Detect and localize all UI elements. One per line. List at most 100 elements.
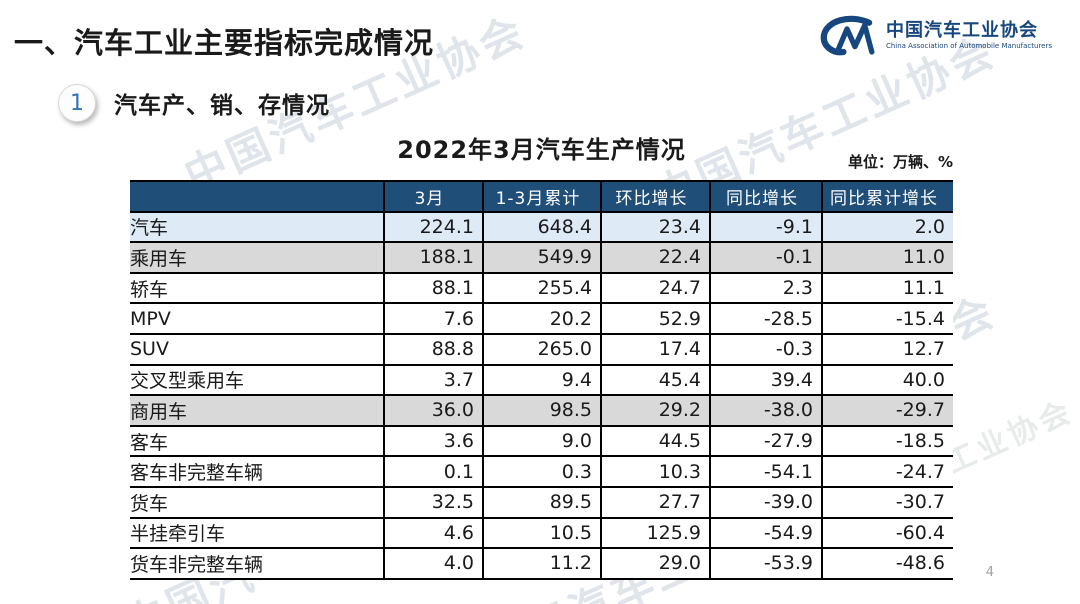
- table-row: 客车非完整车辆 0.1 0.3 10.3 -54.1 -24.7: [130, 455, 953, 488]
- row-value: 10.3: [600, 455, 711, 488]
- row-value: 7.6: [383, 302, 484, 335]
- row-value: 52.9: [600, 302, 711, 335]
- row-value: 24.7: [600, 271, 711, 305]
- row-label: 客车非完整车辆: [130, 455, 385, 488]
- row-value: 32.5: [383, 485, 484, 519]
- row-value: -39.0: [709, 485, 823, 519]
- row-value: 9.4: [482, 363, 602, 397]
- logo-text: 中国汽车工业协会 China Association of Automobile…: [886, 21, 1052, 50]
- column-header: 同比增长: [709, 180, 823, 213]
- row-label: 乘用车: [130, 241, 385, 274]
- row-value: -54.1: [709, 455, 823, 488]
- row-value: -27.9: [709, 424, 823, 458]
- table-row: 货车 32.5 89.5 27.7 -39.0 -30.7: [130, 485, 953, 519]
- unit-label: 单位：万辆、%: [847, 153, 953, 171]
- page-title: 一、汽车工业主要指标完成情况: [14, 26, 435, 60]
- table-title: 2022年3月汽车生产情况: [397, 136, 686, 164]
- section-heading: 1 汽车产、销、存情况: [58, 84, 330, 122]
- row-value: 29.0: [600, 547, 711, 580]
- column-header: [130, 180, 385, 213]
- row-value: 39.4: [709, 363, 823, 397]
- row-value: -38.0: [709, 394, 823, 427]
- logo-name-en: China Association of Automobile Manufact…: [885, 42, 1052, 51]
- column-header: 环比增长: [600, 180, 711, 213]
- row-value: -0.3: [709, 332, 823, 366]
- row-value: 11.2: [482, 547, 602, 580]
- row-value: 9.0: [482, 424, 602, 458]
- row-value: -24.7: [821, 455, 953, 488]
- section-number-badge: 1: [58, 84, 96, 122]
- row-label: 半挂牵引车: [130, 516, 385, 550]
- row-value: -29.7: [821, 394, 953, 427]
- row-value: 0.3: [482, 455, 602, 488]
- row-label: 商用车: [130, 394, 385, 427]
- row-value: 20.2: [482, 302, 602, 335]
- row-label: 交叉型乘用车: [130, 363, 385, 397]
- row-value: 4.0: [383, 547, 484, 580]
- cm-logo-icon: [820, 15, 875, 56]
- row-value: -30.7: [821, 485, 953, 519]
- row-value: -15.4: [821, 302, 953, 335]
- row-value: 27.7: [600, 485, 711, 519]
- table-row: SUV 88.8 265.0 17.4 -0.3 12.7: [130, 332, 953, 366]
- cama-logo: 中国汽车工业协会 China Association of Automobile…: [816, 14, 1052, 58]
- row-value: 188.1: [383, 241, 484, 274]
- row-value: 98.5: [482, 394, 602, 427]
- table-header: 3月 1-3月累计 环比增长 同比增长 同比累计增长: [130, 180, 953, 213]
- column-header: 1-3月累计: [482, 180, 602, 213]
- row-value: 11.0: [821, 241, 953, 274]
- row-label: 客车: [130, 424, 385, 458]
- table-row: 汽车 224.1 648.4 23.4 -9.1 2.0: [130, 210, 953, 244]
- row-value: 648.4: [482, 210, 602, 244]
- logo-name-cn: 中国汽车工业协会: [885, 20, 1038, 42]
- row-label: 轿车: [130, 271, 385, 305]
- row-value: 549.9: [482, 241, 602, 274]
- row-value: 44.5: [600, 424, 711, 458]
- row-value: 29.2: [600, 394, 711, 427]
- column-header: 3月: [383, 180, 484, 213]
- row-value: 255.4: [482, 271, 602, 305]
- table-row: 交叉型乘用车 3.7 9.4 45.4 39.4 40.0: [130, 363, 953, 397]
- row-value: -18.5: [821, 424, 953, 458]
- table-row: 商用车 36.0 98.5 29.2 -38.0 -29.7: [130, 394, 953, 427]
- production-table: 3月 1-3月累计 环比增长 同比增长 同比累计增长 汽车 224.1 648.…: [130, 180, 953, 580]
- row-label: MPV: [130, 302, 385, 335]
- table-row: 货车非完整车辆 4.0 11.2 29.0 -53.9 -48.6: [130, 547, 953, 580]
- row-value: -60.4: [821, 516, 953, 550]
- row-value: 89.5: [482, 485, 602, 519]
- table-row: 半挂牵引车 4.6 10.5 125.9 -54.9 -60.4: [130, 516, 953, 550]
- row-value: 2.3: [709, 271, 823, 305]
- row-value: 224.1: [383, 210, 484, 244]
- row-value: -48.6: [821, 547, 953, 580]
- row-value: 265.0: [482, 332, 602, 366]
- row-value: 125.9: [600, 516, 711, 550]
- row-label: 货车: [130, 485, 385, 519]
- row-value: 88.8: [383, 332, 484, 366]
- row-value: 12.7: [821, 332, 953, 366]
- row-value: 45.4: [600, 363, 711, 397]
- row-value: 10.5: [482, 516, 602, 550]
- row-label: 汽车: [130, 210, 385, 244]
- table-row: 客车 3.6 9.0 44.5 -27.9 -18.5: [130, 424, 953, 458]
- row-value: 0.1: [383, 455, 484, 488]
- column-header: 同比累计增长: [821, 180, 953, 213]
- row-value: 11.1: [821, 271, 953, 305]
- row-label: 货车非完整车辆: [130, 547, 385, 580]
- row-value: 36.0: [383, 394, 484, 427]
- row-value: 22.4: [600, 241, 711, 274]
- row-value: 17.4: [600, 332, 711, 366]
- row-value: 2.0: [821, 210, 953, 244]
- row-value: 40.0: [821, 363, 953, 397]
- row-value: 3.6: [383, 424, 484, 458]
- row-value: 88.1: [383, 271, 484, 305]
- table-row: 轿车 88.1 255.4 24.7 2.3 11.1: [130, 271, 953, 305]
- table-row: MPV 7.6 20.2 52.9 -28.5 -15.4: [130, 302, 953, 335]
- row-label: SUV: [130, 332, 385, 366]
- table-row: 乘用车 188.1 549.9 22.4 -0.1 11.0: [130, 241, 953, 274]
- page-number: 4: [985, 565, 994, 580]
- section-title: 汽车产、销、存情况: [114, 93, 330, 119]
- row-value: -28.5: [709, 302, 823, 335]
- row-value: -53.9: [709, 547, 823, 580]
- row-value: 4.6: [383, 516, 484, 550]
